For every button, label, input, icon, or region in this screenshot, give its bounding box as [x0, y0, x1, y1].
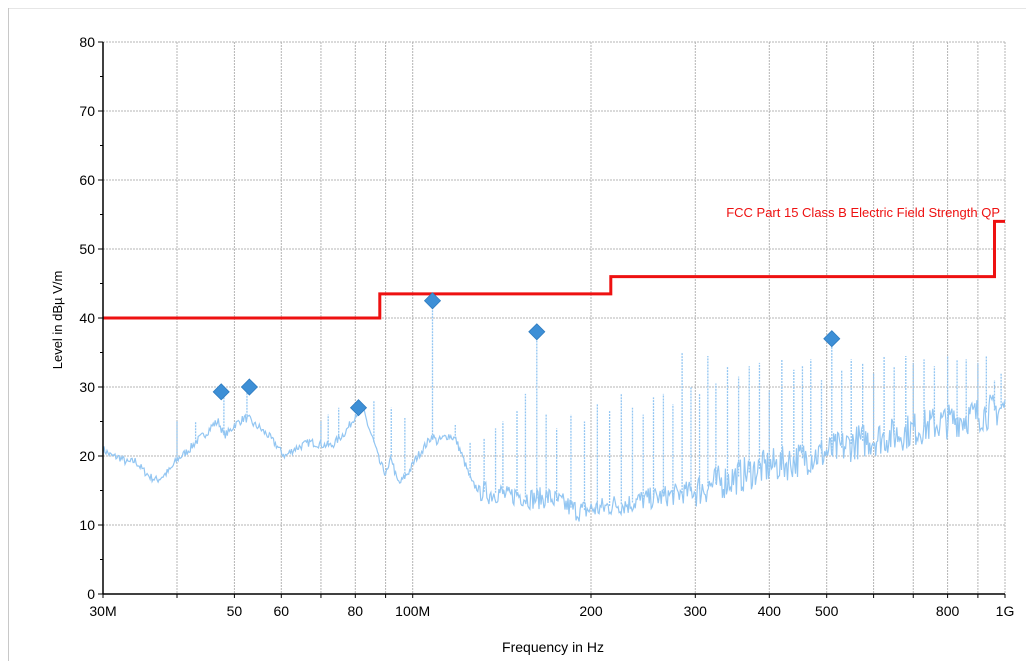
x-tick-label: 300 — [684, 603, 708, 619]
x-tick-label: 80 — [348, 603, 364, 619]
peak-marker — [349, 399, 368, 417]
y-axis-label: Level in dBµ V/m — [50, 271, 65, 370]
x-tick-label: 500 — [815, 603, 839, 619]
x-tick-label: 200 — [579, 603, 603, 619]
x-tick-label: 60 — [274, 603, 290, 619]
peak-marker — [423, 292, 442, 310]
peak-marker — [240, 378, 258, 396]
y-tick-label: 40 — [79, 310, 95, 326]
x-tick-label: 100M — [395, 603, 430, 619]
x-tick-label: 1G — [996, 603, 1015, 619]
frame-top-border — [8, 8, 1026, 9]
frame-left-border — [8, 8, 9, 661]
measurement-trace — [102, 300, 1006, 522]
peak-marker — [528, 323, 546, 341]
x-tick-label: 30M — [89, 603, 116, 619]
limit-line-label: FCC Part 15 Class B Electric Field Stren… — [726, 205, 1000, 220]
y-tick-label: 30 — [79, 379, 95, 395]
limit-line — [103, 219, 1005, 320]
x-axis-label: Frequency in Hz — [502, 639, 604, 655]
peak-marker — [823, 330, 841, 348]
y-tick-label: 10 — [79, 517, 95, 533]
y-tick-label: 60 — [79, 172, 95, 188]
y-tick-label: 80 — [79, 34, 95, 50]
peak-marker — [212, 383, 230, 401]
trace-line — [102, 394, 1006, 522]
y-tick-label: 50 — [79, 241, 95, 257]
y-tick-label: 0 — [87, 586, 95, 602]
peak-markers — [212, 292, 841, 417]
y-tick-label: 20 — [79, 448, 95, 464]
y-tick-label: 70 — [79, 103, 95, 119]
x-tick-label: 50 — [227, 603, 243, 619]
x-tick-label: 800 — [936, 603, 960, 619]
limit-line-path — [103, 219, 1005, 320]
grid — [102, 41, 1006, 595]
axes: 0 10 20 30 40 50 60 70 80 30M 50 60 80 100M 200 300 400 5… — [79, 34, 1014, 619]
x-tick-label: 400 — [758, 603, 782, 619]
